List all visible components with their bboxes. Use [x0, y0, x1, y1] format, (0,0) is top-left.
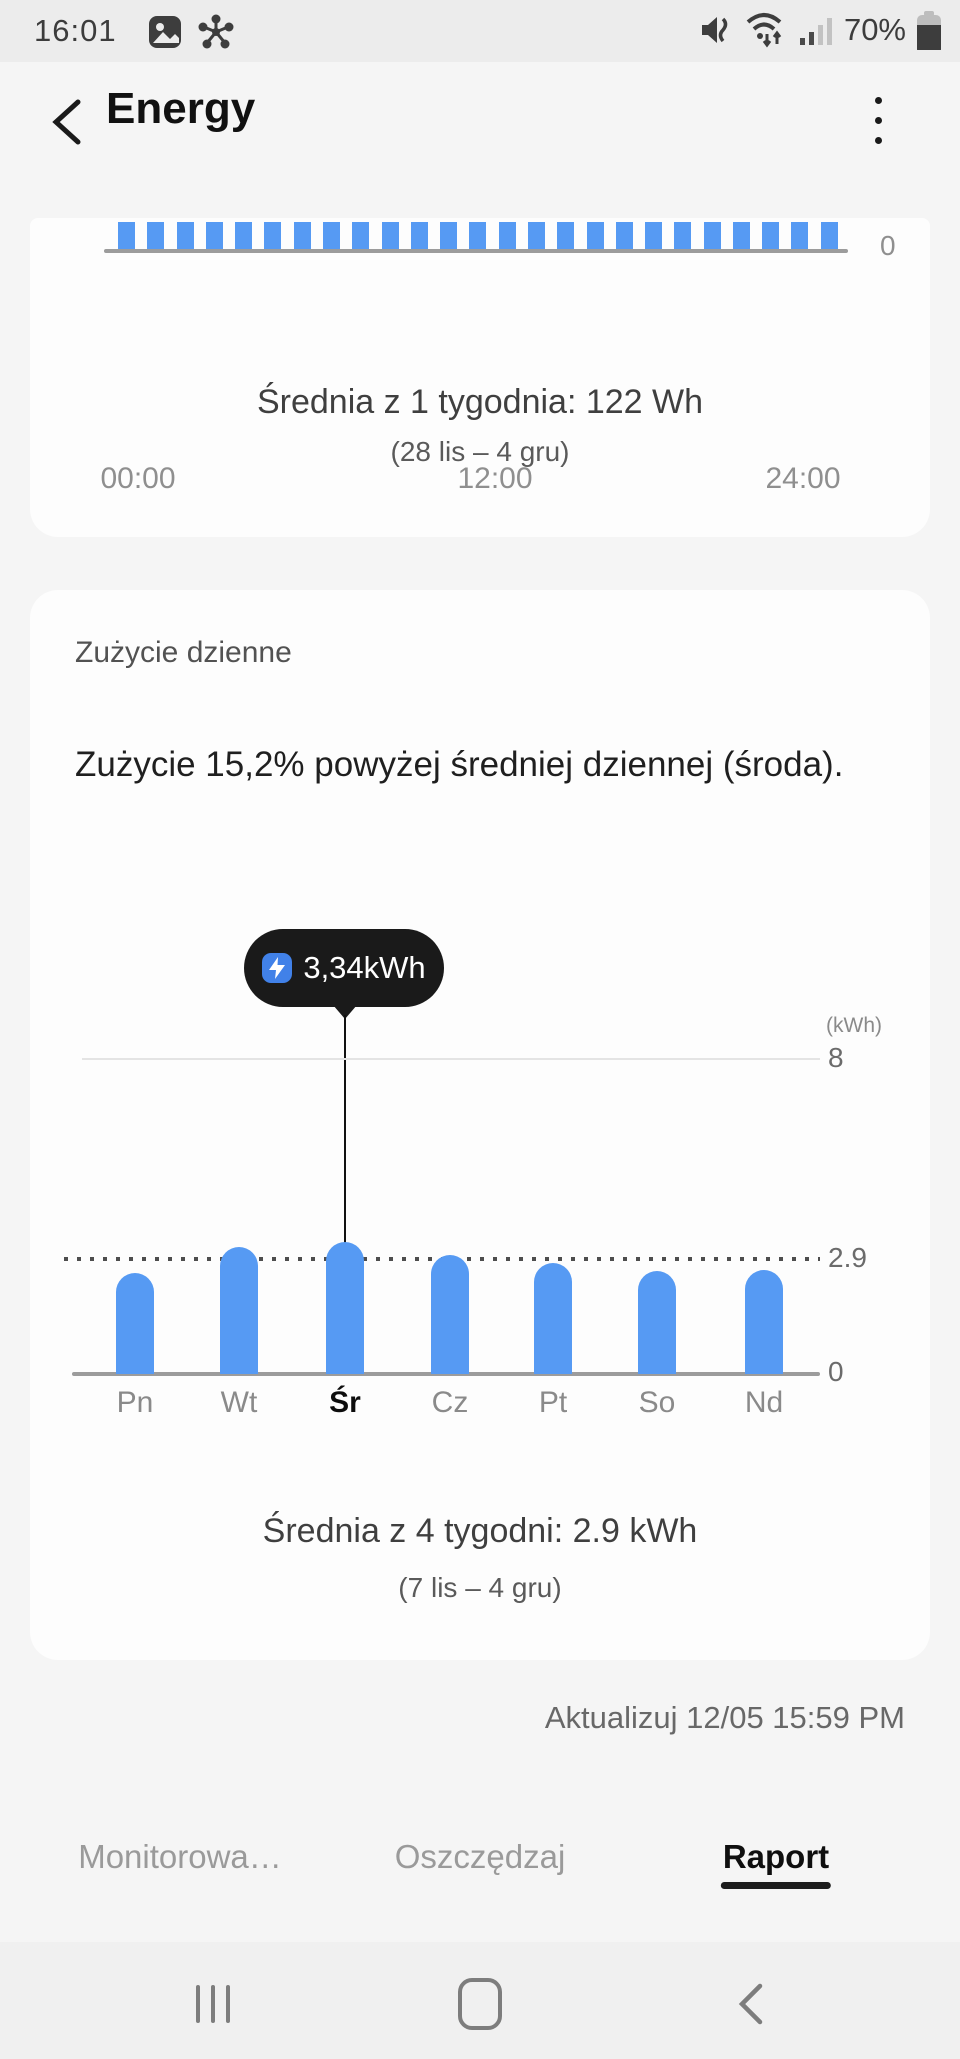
recents-icon: [196, 1985, 230, 2023]
hourly-bar[interactable]: [820, 222, 838, 249]
home-button[interactable]: [440, 1964, 520, 2044]
hourly-bar[interactable]: [527, 222, 545, 249]
hourly-bar[interactable]: [732, 222, 750, 249]
status-indicators: 70%: [696, 10, 942, 50]
ytick-average: 2.9: [828, 1242, 867, 1273]
clock: 16:01: [34, 13, 117, 48]
y-axis-unit: (kWh): [826, 1014, 882, 1037]
hourly-baseline: [104, 249, 848, 253]
more-options-button[interactable]: [858, 90, 898, 150]
tab-monitorowanie[interactable]: Monitorowa…: [78, 1838, 282, 1875]
bottom-tabs: Monitorowa… Oszczędzaj Raport: [0, 1838, 960, 1908]
hourly-bar[interactable]: [176, 222, 194, 249]
hourly-bar[interactable]: [205, 222, 223, 249]
tooltip-value: 3,34kWh: [303, 950, 426, 985]
status-bar: 16:01: [0, 0, 960, 62]
hourly-bar[interactable]: [264, 222, 282, 249]
hourly-bar[interactable]: [557, 222, 575, 249]
hourly-bar[interactable]: [469, 222, 487, 249]
energy-bolt-icon: [262, 953, 293, 983]
back-button[interactable]: [44, 96, 90, 148]
ytick-0: 0: [828, 1356, 844, 1387]
notification-icons: [148, 14, 234, 50]
home-icon: [458, 1978, 502, 2030]
hourly-bar[interactable]: [498, 222, 516, 249]
ytick-8: 8: [828, 1042, 844, 1073]
hourly-bar[interactable]: [352, 222, 370, 249]
day-label-Nd: Nd: [744, 1386, 784, 1419]
battery-icon: [917, 11, 941, 50]
section-label: Zużycie dzienne: [75, 636, 292, 669]
hourly-bar[interactable]: [147, 222, 165, 249]
tab-oszczedzaj[interactable]: Oszczędzaj: [394, 1838, 566, 1875]
daily-bar-Cz[interactable]: [431, 1255, 469, 1374]
daily-bar-Nd[interactable]: [745, 1270, 783, 1374]
last-updated-button[interactable]: Aktualizuj 12/05 15:59 PM: [544, 1700, 905, 1735]
day-label-Pt: Pt: [538, 1386, 568, 1419]
hourly-bar[interactable]: [381, 222, 399, 249]
page-title: Energy: [106, 84, 256, 133]
hourly-bar[interactable]: [293, 222, 311, 249]
daily-bar-Śr[interactable]: [326, 1242, 364, 1374]
hourly-bar[interactable]: [703, 222, 721, 249]
day-label-Pn: Pn: [116, 1386, 154, 1419]
tab-raport[interactable]: Raport: [720, 1838, 832, 1889]
weekly-date-range: (28 lis – 4 gru): [390, 436, 570, 467]
xtick-1200: 12:00: [457, 462, 533, 495]
xtick-2400: 24:00: [765, 462, 841, 495]
monthly-average-label: Średnia z 4 tygodni: 2.9 kWh: [262, 1512, 698, 1550]
daily-chart: (kWh) 8 2.9 0 Pn Wt Śr Cz Pt So Nd: [30, 1000, 930, 1440]
daily-bar-So[interactable]: [638, 1271, 676, 1374]
active-tab-underline: [720, 1882, 832, 1889]
sound-off-vibrate-icon: [701, 17, 728, 43]
hourly-bar[interactable]: [410, 222, 428, 249]
hourly-chart: 0: [88, 222, 896, 268]
hourly-bar[interactable]: [615, 222, 633, 249]
wifi-icon: [746, 13, 782, 48]
recents-button[interactable]: [173, 1964, 253, 2044]
hourly-bar[interactable]: [586, 222, 604, 249]
hourly-bar[interactable]: [118, 222, 135, 249]
battery-percent: 70%: [843, 12, 906, 47]
monthly-date-range: (7 lis – 4 gru): [398, 1572, 562, 1603]
hourly-bar[interactable]: [440, 222, 458, 249]
day-label-Śr: Śr: [329, 1386, 361, 1419]
android-nav-bar: [0, 1942, 960, 2059]
nav-back-button[interactable]: [710, 1964, 790, 2044]
daily-bar-Pn[interactable]: [116, 1273, 154, 1374]
daily-bar-Wt[interactable]: [220, 1247, 258, 1374]
daily-usage-card: Zużycie dzienne Zużycie 15,2% powyżej śr…: [30, 590, 930, 1660]
daily-bar-Pt[interactable]: [534, 1263, 572, 1374]
hourly-bar[interactable]: [762, 222, 780, 249]
hourly-bar[interactable]: [791, 222, 809, 249]
molecule-notification-icon: [198, 14, 234, 49]
signal-strength-icon: [799, 18, 832, 45]
baseline: [72, 1372, 820, 1376]
hourly-x-axis: 00:00 12:00 24:00: [30, 462, 930, 496]
xtick-0000: 00:00: [100, 462, 176, 495]
app-header: Energy: [0, 62, 960, 182]
gallery-notification-icon: [149, 16, 181, 48]
hourly-bar[interactable]: [674, 222, 692, 249]
weekly-average-label: Średnia z 1 tygodnia: 122 Wh: [256, 383, 704, 421]
nav-back-icon: [738, 1983, 763, 2025]
hourly-bar[interactable]: [235, 222, 253, 249]
value-tooltip[interactable]: 3,34kWh: [244, 929, 444, 1007]
tooltip-indicator-line: [344, 1015, 346, 1243]
day-label-Cz: Cz: [431, 1386, 469, 1419]
hourly-bar[interactable]: [645, 222, 663, 249]
day-label-So: So: [638, 1386, 676, 1419]
hourly-bars: [118, 222, 838, 249]
tooltip-pointer: [333, 1005, 357, 1019]
hourly-bar[interactable]: [322, 222, 340, 249]
usage-headline: Zużycie 15,2% powyżej średniej dziennej …: [75, 745, 844, 784]
day-label-Wt: Wt: [220, 1386, 258, 1419]
hourly-ytick-0: 0: [880, 230, 896, 261]
gridline-8: [82, 1058, 820, 1060]
hourly-usage-card: 0 00:00 12:00 24:00 Średnia z 1 tygodnia…: [30, 218, 930, 537]
